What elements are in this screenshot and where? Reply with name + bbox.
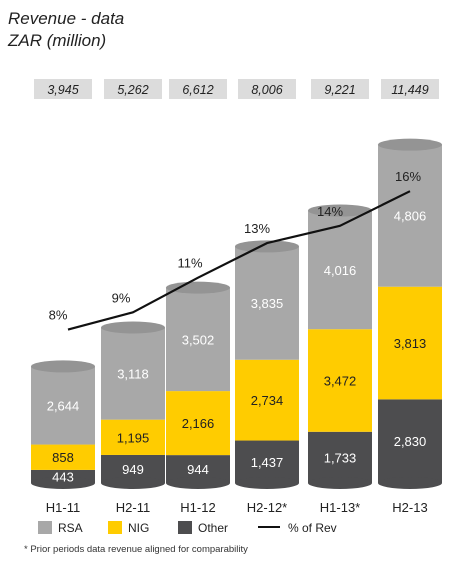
value-label-rsa-2: 3,502 xyxy=(182,332,215,347)
legend-item-0: RSA xyxy=(38,521,83,535)
total-label-4: 9,221 xyxy=(324,83,355,97)
value-label-other-0: 443 xyxy=(52,469,74,484)
bar-segment-other-3 xyxy=(235,440,299,483)
legend-label-0: RSA xyxy=(58,521,83,535)
category-label-2: H1-12 xyxy=(180,500,215,515)
value-label-rsa-4: 4,016 xyxy=(324,263,357,278)
value-label-rsa-0: 2,644 xyxy=(47,398,80,413)
bar-stack-5: 2,830 3,813 4,806 xyxy=(378,138,442,489)
bar-top-cap-0 xyxy=(31,360,95,373)
bar-base-5 xyxy=(378,477,442,489)
bar-stack-0: 443 858 2,644 xyxy=(31,360,95,489)
footnote: * Prior periods data revenue aligned for… xyxy=(24,544,248,555)
legend-label-3: % of Rev xyxy=(288,521,337,535)
bar-base-1 xyxy=(101,477,165,489)
total-label-1: 5,262 xyxy=(117,83,148,97)
category-label-1: H2-11 xyxy=(116,500,150,515)
category-labels: H1-11 H2-11 H1-12 H2-12* H1-13* H2-13 xyxy=(46,500,428,515)
total-box-0 xyxy=(34,79,92,99)
category-label-0: H1-11 xyxy=(46,500,80,515)
bar-top-cap-3 xyxy=(235,240,299,253)
percent-label-0: 8% xyxy=(49,308,68,323)
percent-label-1: 9% xyxy=(112,290,131,305)
value-label-other-5: 2,830 xyxy=(394,434,427,449)
legend-swatch-2 xyxy=(178,521,192,534)
value-label-rsa-1: 3,118 xyxy=(117,367,149,382)
bar-top-cap-2 xyxy=(166,281,230,294)
bar-segment-nig-3 xyxy=(235,359,299,441)
value-label-nig-0: 858 xyxy=(52,450,74,465)
legend-swatch-0 xyxy=(38,521,52,534)
value-label-nig-5: 3,813 xyxy=(394,336,427,351)
legend-label-2: Other xyxy=(198,521,228,535)
total-label-5: 11,449 xyxy=(391,83,428,97)
bar-base-2 xyxy=(166,477,230,489)
value-label-nig-1: 1,195 xyxy=(117,430,150,445)
percent-label-5: 16% xyxy=(395,169,421,184)
bar-stack-4: 1,733 3,472 4,016 xyxy=(308,204,372,489)
legend-item-3: % of Rev xyxy=(258,521,337,535)
bar-segment-nig-1 xyxy=(101,419,165,455)
bar-stack-1: 949 1,195 3,118 xyxy=(101,321,165,489)
bar-segment-nig-5 xyxy=(378,286,442,400)
bar-segment-nig-2 xyxy=(166,391,230,456)
legend-item-1: NIG xyxy=(108,521,149,535)
chart-title: Revenue - data xyxy=(8,9,124,28)
value-label-other-3: 1,437 xyxy=(251,455,284,470)
percent-label-2: 11% xyxy=(177,256,202,271)
bar-segment-rsa-5 xyxy=(378,144,442,287)
value-label-other-2: 944 xyxy=(187,462,209,477)
value-label-rsa-5: 4,806 xyxy=(394,209,427,224)
bar-segment-nig-0 xyxy=(31,444,95,470)
percent-label-3: 13% xyxy=(244,221,270,236)
bar-base-0 xyxy=(31,477,95,489)
total-box-4 xyxy=(311,79,369,99)
legend-label-1: NIG xyxy=(128,521,149,535)
chart-subtitle: ZAR (million) xyxy=(7,31,106,50)
value-label-rsa-3: 3,835 xyxy=(251,296,284,311)
legend-item-2: Other xyxy=(178,521,228,535)
value-label-nig-4: 3,472 xyxy=(324,373,357,388)
total-label-2: 6,612 xyxy=(182,83,213,97)
bar-stack-2: 944 2,166 3,502 xyxy=(166,281,230,489)
totals-group: 3,945 5,262 6,612 8,006 9,221 11,449 xyxy=(34,79,439,99)
category-label-5: H2-13 xyxy=(392,500,427,515)
bar-segment-rsa-3 xyxy=(235,246,299,360)
value-label-other-1: 949 xyxy=(122,462,144,477)
bar-segment-other-5 xyxy=(378,399,442,483)
bar-top-cap-5 xyxy=(378,138,442,151)
bar-base-4 xyxy=(308,477,372,489)
value-label-nig-2: 2,166 xyxy=(182,416,215,431)
total-box-1 xyxy=(104,79,162,99)
percent-of-rev-line xyxy=(67,190,411,331)
total-box-3 xyxy=(238,79,296,99)
bar-stack-3: 1,437 2,734 3,835 xyxy=(235,240,299,489)
total-label-0: 3,945 xyxy=(47,83,78,97)
bar-segment-rsa-1 xyxy=(101,327,165,420)
total-box-2 xyxy=(169,79,227,99)
bar-segment-other-4 xyxy=(308,431,372,483)
value-label-nig-3: 2,734 xyxy=(251,393,284,408)
bars-group: 443 858 2,644 949 1,195 3,118 944 2,166 3,502 1,4… xyxy=(31,138,442,489)
total-label-3: 8,006 xyxy=(251,83,282,97)
bar-top-cap-1 xyxy=(101,321,165,334)
value-label-other-4: 1,733 xyxy=(324,450,357,465)
bar-segment-rsa-2 xyxy=(166,287,230,392)
percent-label-4: 14% xyxy=(317,204,343,219)
category-label-3: H2-12* xyxy=(247,500,287,515)
bar-segment-nig-4 xyxy=(308,329,372,432)
percent-line-group: 8% 9% 11% 13% 14% 16% xyxy=(49,169,421,331)
category-label-4: H1-13* xyxy=(320,500,360,515)
legend-swatch-1 xyxy=(108,521,122,534)
legend: RSA NIG Other % of Rev xyxy=(38,521,337,535)
bar-segment-rsa-0 xyxy=(31,366,95,445)
total-box-5 xyxy=(381,79,439,99)
bar-base-3 xyxy=(235,477,299,489)
bar-top-cap-4 xyxy=(308,204,372,217)
